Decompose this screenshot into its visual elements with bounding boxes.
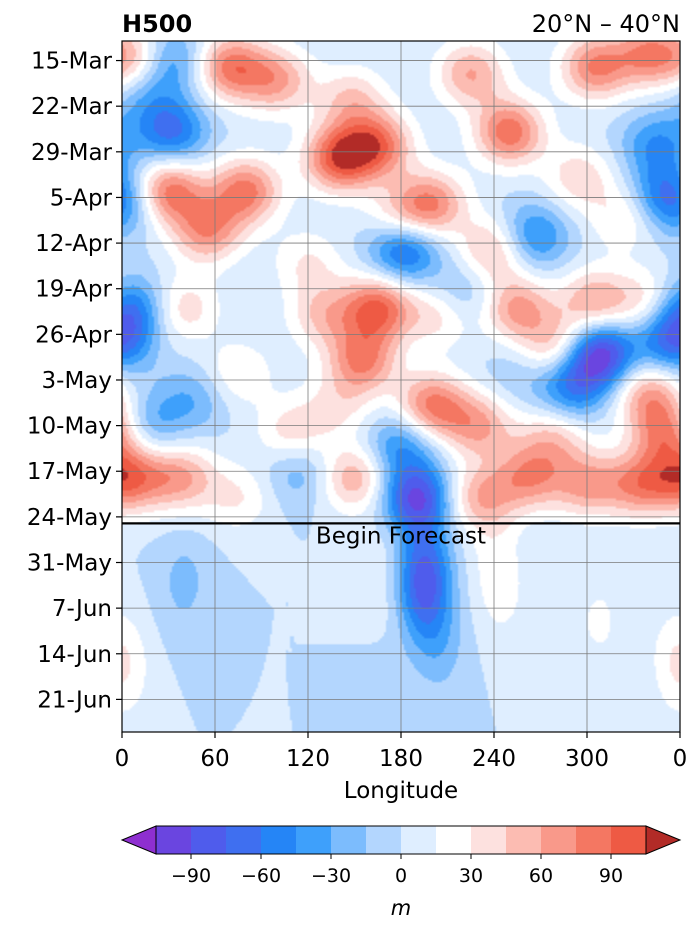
y-tick-label: 24-May (27, 505, 112, 531)
colorbar-tick-label: 90 (599, 865, 623, 887)
colorbar-swatch (331, 826, 367, 854)
chart-title: H500 (122, 10, 192, 38)
y-tick-label: 14-Jun (37, 642, 112, 668)
colorbar-unit-label: m (391, 896, 411, 920)
colorbar-swatch (541, 826, 577, 854)
colorbar-swatch (436, 826, 472, 854)
colorbar-swatch (191, 826, 227, 854)
plot-area: Begin Forecast (121, 40, 681, 733)
chart-subtitle: 20°N – 40°N (532, 10, 680, 38)
colorbar-tick-label: 30 (459, 865, 483, 887)
colorbar-tick-label: −90 (171, 865, 211, 887)
colorbar-swatch (296, 826, 332, 854)
colorbar-swatch (506, 826, 542, 854)
y-tick-label: 5-Apr (50, 185, 113, 211)
x-tick-label: 120 (286, 746, 330, 772)
x-tick-label: 240 (472, 746, 516, 772)
x-axis: 0 60 120 180 240 300 0 (115, 732, 688, 772)
gridlines (122, 41, 680, 732)
x-axis-label: Longitude (344, 778, 458, 804)
colorbar-tick-label: −30 (311, 865, 351, 887)
x-tick-label: 0 (115, 746, 130, 772)
x-tick-label: 60 (200, 746, 229, 772)
colorbar-swatch (401, 826, 437, 854)
y-tick-label: 29-Mar (31, 140, 113, 166)
colorbar-extend-low (120, 825, 157, 855)
colorbar-swatch (226, 826, 262, 854)
x-tick-label: 300 (565, 746, 609, 772)
y-tick-label: 19-Apr (35, 277, 112, 303)
y-tick-label: 26-Apr (35, 322, 112, 348)
colorbar: −90 −60 −30 0 30 60 90 (120, 825, 682, 887)
colorbar-tick-label: 0 (395, 865, 407, 887)
colorbar-swatch (156, 826, 192, 854)
colorbar-extend-high (645, 825, 682, 855)
y-tick-label: 3-May (42, 368, 112, 394)
y-tick-label: 31-May (27, 551, 112, 577)
colorbar-swatch (576, 826, 612, 854)
y-tick-label: 10-May (27, 414, 112, 440)
y-tick-label: 22-Mar (31, 94, 113, 120)
y-tick-label: 21-Jun (37, 687, 112, 713)
colorbar-swatch (261, 826, 297, 854)
y-tick-label: 7-Jun (52, 596, 112, 622)
colorbar-swatch (611, 826, 647, 854)
y-tick-label: 15-Mar (31, 49, 113, 75)
colorbar-tick-label: −60 (241, 865, 281, 887)
x-tick-label: 180 (379, 746, 423, 772)
colorbar-swatch (471, 826, 507, 854)
colorbar-tick-label: 60 (529, 865, 553, 887)
y-tick-label: 17-May (27, 459, 112, 485)
forecast-annotation: Begin Forecast (316, 523, 486, 549)
y-axis: 15-Mar 22-Mar 29-Mar 5-Apr 12-Apr 19-Apr 26-Ap… (27, 49, 122, 713)
colorbar-swatch (366, 826, 402, 854)
y-tick-label: 12-Apr (35, 231, 112, 257)
x-tick-label: 0 (673, 746, 688, 772)
